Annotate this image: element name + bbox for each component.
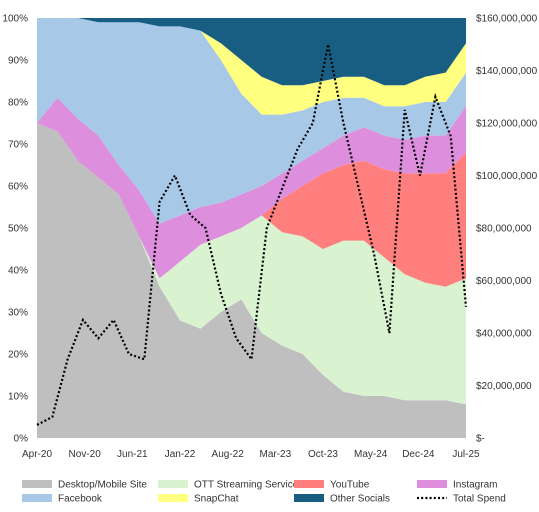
- x-tick-label: Jun-21: [117, 449, 148, 460]
- legend-label-instagram: Instagram: [453, 480, 497, 491]
- x-tick-label: Nov-20: [69, 449, 102, 460]
- legend-swatch-ott-streaming-service: [158, 480, 188, 488]
- left-tick-label: 30%: [8, 308, 28, 319]
- right-tick-label: $120,000,000: [476, 119, 538, 130]
- legend-swatch-other-socials: [294, 494, 324, 502]
- area-other-socials: [37, 18, 466, 86]
- legend: Desktop/Mobile Site OTT Streaming Service…: [22, 480, 506, 505]
- x-tick-label: Dec-24: [402, 449, 435, 460]
- right-tick-label: $160,000,000: [476, 14, 538, 25]
- right-tick-label: $20,000,000: [476, 381, 532, 392]
- x-tick-label: Jan-22: [165, 449, 196, 460]
- legend-label-other-socials: Other Socials: [330, 494, 390, 505]
- right-tick-label: $-: [476, 434, 485, 445]
- area-youtube: [37, 123, 466, 287]
- right-axis-ticks: $- $20,000,000 $40,000,000 $60,000,000 $80,0…: [476, 14, 538, 445]
- legend-swatch-instagram: [417, 480, 447, 488]
- right-tick-label: $140,000,000: [476, 66, 538, 77]
- left-tick-label: 10%: [8, 392, 28, 403]
- left-tick-label: 50%: [8, 224, 28, 235]
- legend-swatch-facebook: [22, 494, 52, 502]
- left-tick-label: 60%: [8, 182, 28, 193]
- x-tick-label: Mar-23: [259, 449, 291, 460]
- x-tick-label: Apr-20: [22, 449, 52, 460]
- legend-label-total-spend: Total Spend: [453, 494, 506, 505]
- x-tick-label: Jul-25: [452, 449, 480, 460]
- area-ott-streaming-service: [37, 123, 466, 405]
- left-tick-label: 70%: [8, 140, 28, 151]
- legend-label-ott-streaming-service: OTT Streaming Service: [194, 480, 299, 491]
- left-tick-label: 80%: [8, 98, 28, 109]
- right-tick-label: $60,000,000: [476, 276, 532, 287]
- x-tick-label: Oct-23: [308, 449, 338, 460]
- x-axis-ticks: Apr-20 Nov-20 Jun-21 Jan-22 Aug-22 Mar-23 Oct-…: [22, 449, 480, 460]
- right-tick-label: $100,000,000: [476, 171, 538, 182]
- area-instagram: [37, 97, 466, 279]
- legend-swatch-desktop-mobile-site: [22, 480, 52, 488]
- right-tick-label: $40,000,000: [476, 329, 532, 340]
- area-snapchat: [37, 18, 466, 115]
- legend-swatch-snapchat: [158, 494, 188, 502]
- left-tick-label: 0%: [14, 434, 29, 445]
- legend-label-snapchat: SnapChat: [194, 494, 239, 505]
- area-facebook: [37, 18, 466, 224]
- left-tick-label: 40%: [8, 266, 28, 277]
- x-tick-label: Aug-22: [212, 449, 245, 460]
- right-tick-label: $80,000,000: [476, 224, 532, 235]
- legend-label-facebook: Facebook: [58, 494, 103, 505]
- legend-swatch-youtube: [294, 480, 324, 488]
- left-axis-ticks: 0% 10% 20% 30% 40% 50% 60% 70% 80% 90% 100%: [2, 14, 28, 445]
- stacked-areas: [37, 18, 466, 438]
- area-desktop-mobile-site: [37, 123, 466, 438]
- left-tick-label: 90%: [8, 56, 28, 67]
- legend-label-youtube: YouTube: [330, 480, 370, 491]
- left-tick-label: 20%: [8, 350, 28, 361]
- left-tick-label: 100%: [2, 14, 28, 25]
- legend-label-desktop-mobile-site: Desktop/Mobile Site: [58, 480, 147, 491]
- x-tick-label: May-24: [354, 449, 388, 460]
